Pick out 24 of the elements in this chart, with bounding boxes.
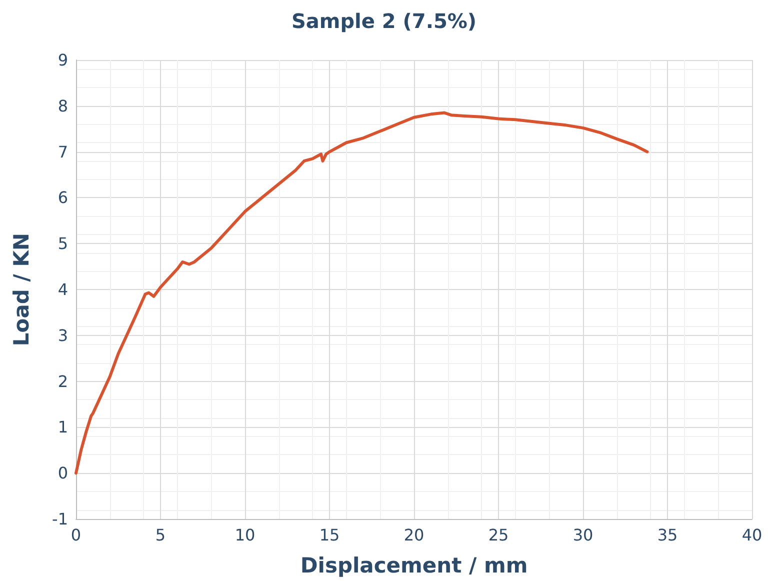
x-tick-label: 25 xyxy=(488,526,509,544)
y-tick-label: 2 xyxy=(58,372,68,391)
y-tick-label: 1 xyxy=(58,418,68,437)
y-tick-label: 9 xyxy=(58,50,68,70)
chart-title: Sample 2 (7.5%) xyxy=(291,9,477,33)
y-tick-label: -1 xyxy=(52,510,68,528)
y-tick-label: 0 xyxy=(58,464,68,483)
x-tick-label: 40 xyxy=(742,526,762,544)
x-tick-label: 15 xyxy=(319,526,340,544)
y-tick-label: 7 xyxy=(58,142,68,162)
x-tick-label: 35 xyxy=(657,526,678,544)
line-series xyxy=(74,111,649,475)
x-tick-label: 30 xyxy=(572,526,594,544)
y-tick-label: 3 xyxy=(58,326,68,345)
y-tick-label: 5 xyxy=(58,234,68,254)
x-tick-label: 20 xyxy=(404,526,424,544)
y-axis-title: Load / KN xyxy=(10,232,34,346)
x-axis-title: Displacement / mm xyxy=(300,554,528,578)
x-tick-label: 10 xyxy=(234,526,256,544)
y-tick-label: 6 xyxy=(58,188,68,208)
x-tick-label: 5 xyxy=(155,526,166,544)
x-tick-label: 0 xyxy=(70,526,82,544)
y-tick-label: 4 xyxy=(58,280,68,299)
y-tick-label: 8 xyxy=(58,96,68,116)
